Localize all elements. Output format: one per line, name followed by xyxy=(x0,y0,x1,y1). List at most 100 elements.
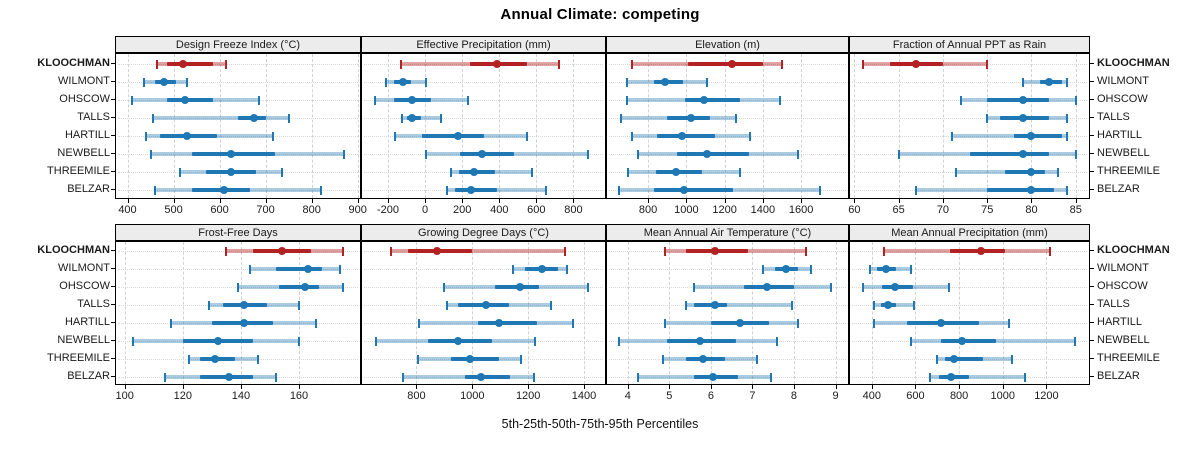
axis-tick xyxy=(648,199,650,203)
whisker-cap-low xyxy=(862,59,865,69)
station-label-right-ohscow: OHSCOW xyxy=(1097,280,1148,292)
gridline-y xyxy=(609,136,846,137)
whisker-cap-high xyxy=(749,131,752,141)
whisker-cap-low xyxy=(450,167,453,177)
whisker-cap-low xyxy=(928,372,931,382)
whisker-cap-high xyxy=(1010,354,1013,364)
row-tick-right xyxy=(1090,268,1094,269)
whisker-cap-low xyxy=(131,95,134,105)
gridline-x xyxy=(1075,54,1077,198)
median-dot-belzar xyxy=(679,186,688,194)
gridline-x xyxy=(915,242,917,384)
whisker-cap-low xyxy=(394,131,397,141)
whisker-cap-low xyxy=(156,59,159,69)
axis-tick-label: 400 xyxy=(490,204,509,216)
whisker-cap-high xyxy=(557,59,560,69)
median-dot-newbell xyxy=(1018,150,1027,158)
axis-tick-label: 800 xyxy=(302,204,321,216)
median-dot-ohscow xyxy=(300,283,309,291)
station-label-right-wilmont: WILMONT xyxy=(1097,75,1149,87)
axis-tick xyxy=(573,199,575,203)
chart-title: Annual Climate: competing xyxy=(500,6,700,23)
gridline-y xyxy=(852,136,1087,137)
median-dot-kloochman xyxy=(912,60,921,68)
interval-25-75-newbell xyxy=(940,339,997,343)
median-dot-wilmont xyxy=(538,265,547,273)
interval-25-75-hartill xyxy=(477,321,537,325)
interval-25-75-ohscow xyxy=(278,285,320,289)
axis-tick-label: 600 xyxy=(906,390,925,402)
axis-tick-label: 800 xyxy=(564,204,583,216)
whisker-cap-low xyxy=(154,185,157,195)
axis-tick xyxy=(915,385,917,389)
median-dot-threemile xyxy=(470,168,479,176)
whisker-cap-high xyxy=(315,318,318,328)
panel-strip-label: Effective Precipitation (mm) xyxy=(416,38,551,51)
median-dot-threemile xyxy=(671,168,680,176)
row-tick-right xyxy=(1090,322,1094,323)
gridline-x xyxy=(752,242,754,384)
axis-tick xyxy=(472,385,474,389)
median-dot-belzar xyxy=(220,186,229,194)
whisker-cap-high xyxy=(986,59,989,69)
row-tick-right xyxy=(1090,376,1094,377)
axis-tick-label: 600 xyxy=(527,204,546,216)
axis-tick xyxy=(499,199,501,203)
interval-25-75-ohscow xyxy=(987,98,1050,102)
whisker-cap-low xyxy=(950,131,953,141)
whisker-cap-high xyxy=(735,113,738,123)
whisker-cap-low xyxy=(1021,77,1024,87)
whisker-cap-high xyxy=(1065,185,1068,195)
gridline-y xyxy=(118,100,358,101)
axis-tick-label: -200 xyxy=(376,204,399,216)
row-tick-right xyxy=(1090,171,1094,172)
whisker-cap-low xyxy=(684,300,687,310)
interval-25-75-threemile xyxy=(1004,170,1045,174)
whisker-cap-high xyxy=(225,59,228,69)
whisker-cap-low xyxy=(882,246,885,256)
axis-tick-label: 140 xyxy=(231,390,251,402)
panel-mean-annual-air-temperature-c xyxy=(606,241,849,385)
median-dot-newbell xyxy=(696,337,705,345)
axis-tick-label: 4 xyxy=(624,390,631,402)
whisker-cap-high xyxy=(1074,95,1077,105)
median-dot-ohscow xyxy=(515,283,524,291)
gridline-y xyxy=(364,269,603,270)
whisker-cap-low xyxy=(237,282,239,292)
median-dot-hartill xyxy=(454,132,463,140)
axis-tick-label: 60 xyxy=(848,204,861,216)
station-label-right-kloochman: KLOOCHMAN xyxy=(1097,57,1170,69)
axis-tick xyxy=(959,385,961,389)
median-dot-talls xyxy=(408,114,417,122)
gridline-x xyxy=(219,54,221,198)
station-label-right-hartill: HARTILL xyxy=(1097,129,1143,141)
median-dot-kloochman xyxy=(178,60,187,68)
median-dot-ohscow xyxy=(1018,96,1027,104)
gridline-x xyxy=(499,54,501,198)
interval-25-75-belzar xyxy=(987,188,1054,192)
median-dot-threemile xyxy=(698,355,707,363)
gridline-x xyxy=(669,242,671,384)
row-tick-left xyxy=(111,153,115,154)
panel-strip-frost-free-days: Frost-Free Days xyxy=(115,224,361,241)
station-label-left-wilmont: WILMONT xyxy=(58,75,110,87)
axis-tick-label: 800 xyxy=(638,204,658,216)
whisker-cap-high xyxy=(341,246,344,256)
whisker-cap-low xyxy=(630,59,633,69)
gridline-y xyxy=(609,118,846,119)
station-label-left-talls: TALLS xyxy=(77,111,110,123)
gridline-x xyxy=(127,54,129,198)
axis-tick-label: 1000 xyxy=(460,390,485,402)
whisker-cap-low xyxy=(399,59,402,69)
axis-tick xyxy=(240,385,242,389)
whisker-cap-low xyxy=(187,354,190,364)
axis-tick-label: 900 xyxy=(348,204,367,216)
axis-tick xyxy=(1046,385,1048,389)
interval-5-95-talls xyxy=(401,116,441,120)
whisker-cap-low xyxy=(862,282,865,292)
median-dot-newbell xyxy=(703,150,712,158)
median-dot-hartill xyxy=(239,319,248,327)
gridline-x xyxy=(357,54,359,198)
whisker-cap-low xyxy=(664,246,667,256)
interval-5-95-belzar xyxy=(929,375,1025,379)
